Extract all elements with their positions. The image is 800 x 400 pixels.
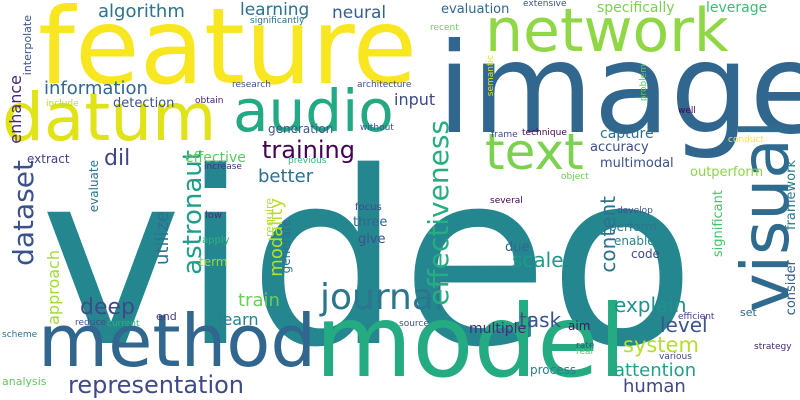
word-effectiveness: effectiveness [422, 120, 455, 306]
word-generate: generate [279, 219, 293, 274]
word-require: require [263, 198, 276, 238]
word-semantic: semantic [486, 55, 496, 97]
word-analysis: analysis [2, 375, 47, 388]
word-neural: neural [332, 3, 387, 23]
word-image: image [437, 17, 800, 162]
word-obtain: obtain [195, 96, 224, 106]
word-significantly: significantly [250, 16, 305, 26]
word-apply: apply [202, 235, 230, 246]
word-explain: explain [614, 293, 687, 317]
word-term: term [199, 255, 228, 269]
word-develop: develop [617, 206, 653, 216]
word-well: well [678, 106, 696, 116]
word-scale: scale [512, 248, 564, 272]
word-text: text [485, 123, 584, 181]
word-process: process [530, 363, 577, 377]
word-train: train [238, 290, 280, 311]
word-method: method [38, 299, 317, 383]
word-outperform: outperform [690, 165, 764, 180]
word-dataset: dataset [7, 160, 40, 266]
word-evaluate: evaluate [87, 160, 101, 213]
word-several: several [490, 196, 523, 206]
word-without: without [360, 123, 394, 133]
word-generation: generation [268, 122, 334, 136]
word-extract: extract [27, 152, 70, 166]
word-accuracy: accuracy [590, 140, 649, 155]
word-real: real [576, 347, 594, 357]
word-low: low [205, 210, 223, 221]
word-technique: technique [522, 128, 567, 138]
word-due: due [505, 240, 530, 255]
word-learn: learn [218, 310, 259, 329]
word-effective: effective [185, 150, 246, 166]
word-system: system [623, 333, 699, 357]
word-give: give [358, 232, 386, 247]
word-training: training [262, 136, 355, 164]
word-focus: focus [355, 202, 382, 213]
word-consider: consider [784, 260, 799, 316]
word-code: code [631, 247, 660, 261]
word-attention: attention [614, 360, 697, 381]
word-source: source [399, 319, 429, 329]
word-specifically: specifically [597, 0, 675, 16]
word-network: network [485, 0, 729, 66]
word-dil: dil [104, 146, 131, 171]
word-efficient: efficient [678, 312, 715, 322]
word-enable: enable [614, 234, 655, 248]
word-recent: recent [430, 23, 459, 33]
word-human: human [623, 376, 686, 397]
word-multimodal: multimodal [600, 156, 674, 171]
word-datum: datum [2, 79, 217, 156]
word-three: three [353, 215, 388, 230]
word-include: include [46, 99, 79, 109]
word-framework: framework [784, 160, 799, 231]
word-journal: journal [320, 277, 444, 318]
word-current: current [107, 319, 140, 329]
word-leverage: leverage [706, 0, 768, 16]
word-approach: approach [44, 250, 63, 325]
word-frame: frame [491, 130, 518, 140]
word-model: model [315, 283, 627, 400]
word-information: information [44, 78, 148, 99]
word-utilize: utilize [152, 211, 173, 265]
word-input: input [394, 90, 436, 109]
word-deep: deep [80, 295, 135, 320]
word-previous: previous [288, 156, 327, 166]
word-audio: audio [233, 77, 394, 145]
word-enhance: enhance [6, 75, 25, 144]
word-reduce: reduce [75, 318, 106, 328]
word-object: object [561, 172, 589, 182]
word-detection: detection [113, 96, 175, 111]
word-level: level [660, 313, 708, 337]
word-perform: perform [609, 220, 657, 234]
word-evaluation: evaluation [441, 2, 510, 17]
word-representation: representation [68, 371, 245, 399]
word-various: various [659, 352, 692, 362]
word-problem: problem [639, 64, 649, 102]
word-research: research [232, 80, 271, 90]
word-interpolate: interpolate [21, 15, 34, 76]
word-architecture: architecture [357, 80, 412, 90]
word-feature: feature [38, 0, 418, 108]
word-learning: learning [240, 0, 310, 20]
word-video: video [40, 120, 696, 400]
word-aim: aim [568, 319, 591, 333]
word-extensive: extensive [523, 0, 567, 9]
word-set: set [740, 306, 757, 319]
word-capture: capture [600, 126, 654, 142]
word-scheme: scheme [2, 330, 38, 340]
word-end: end [156, 310, 177, 323]
word-conduct: conduct [728, 135, 765, 145]
word-strategy: strategy [754, 342, 792, 352]
word-multiple: multiple [469, 321, 527, 337]
word-increase: increase [204, 162, 242, 172]
word-algorithm: algorithm [98, 1, 185, 22]
word-significant: significant [711, 190, 726, 258]
word-better: better [258, 166, 314, 187]
word-task: task [519, 308, 562, 332]
word-rate: rate [576, 341, 595, 351]
